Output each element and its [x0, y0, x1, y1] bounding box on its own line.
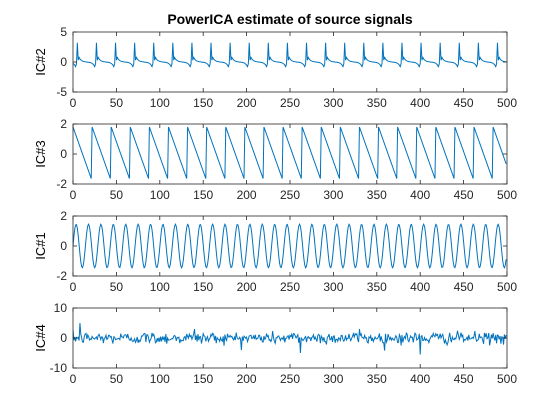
x-tick-label: 100	[150, 280, 170, 294]
x-tick-label: 50	[110, 96, 124, 110]
x-tick-label: 250	[280, 96, 300, 110]
x-tick-label: 400	[410, 96, 430, 110]
x-tick-label: 200	[237, 280, 257, 294]
y-tick-label: 2	[60, 209, 67, 223]
x-tick-label: 250	[280, 372, 300, 386]
x-tick-label: 250	[280, 280, 300, 294]
x-tick-label: 200	[237, 96, 257, 110]
x-tick-label: 100	[150, 96, 170, 110]
y-axis-label: IC#4	[33, 324, 48, 351]
y-tick-label: -2	[56, 177, 67, 191]
y-tick-label: -5	[56, 85, 67, 99]
x-tick-label: 100	[150, 188, 170, 202]
x-tick-label: 200	[237, 188, 257, 202]
y-tick-label: 10	[54, 301, 68, 315]
series-line	[73, 322, 507, 355]
x-tick-label: 500	[497, 372, 517, 386]
y-tick-label: -10	[50, 361, 68, 375]
y-axis-label: IC#2	[33, 48, 48, 75]
x-tick-label: 0	[70, 188, 77, 202]
x-tick-label: 0	[70, 372, 77, 386]
x-tick-label: 350	[367, 280, 387, 294]
x-tick-label: 300	[323, 280, 343, 294]
x-tick-label: 150	[193, 280, 213, 294]
x-tick-label: 400	[410, 280, 430, 294]
x-tick-label: 0	[70, 280, 77, 294]
x-tick-label: 450	[454, 372, 474, 386]
x-tick-label: 50	[110, 372, 124, 386]
x-tick-label: 400	[410, 372, 430, 386]
y-tick-label: -2	[56, 269, 67, 283]
x-tick-label: 150	[193, 188, 213, 202]
x-tick-label: 300	[323, 372, 343, 386]
x-tick-label: 450	[454, 96, 474, 110]
x-tick-label: 500	[497, 188, 517, 202]
x-tick-label: 350	[367, 188, 387, 202]
series-line	[73, 42, 507, 68]
y-axis-label: IC#3	[33, 140, 48, 167]
y-tick-label: 2	[60, 117, 67, 131]
x-tick-label: 450	[454, 280, 474, 294]
x-tick-label: 150	[193, 96, 213, 110]
x-tick-label: 0	[70, 96, 77, 110]
x-tick-label: 500	[497, 96, 517, 110]
x-tick-label: 300	[323, 96, 343, 110]
x-tick-label: 50	[110, 280, 124, 294]
x-tick-label: 300	[323, 188, 343, 202]
series-line	[73, 222, 507, 270]
x-tick-label: 50	[110, 188, 124, 202]
y-axis-label: IC#1	[33, 232, 48, 259]
x-tick-label: 350	[367, 372, 387, 386]
y-tick-label: 0	[60, 239, 67, 253]
figure-title: PowerICA estimate of source signals	[167, 11, 413, 27]
x-tick-label: 350	[367, 96, 387, 110]
y-tick-label: 5	[60, 25, 67, 39]
series-line	[73, 126, 507, 179]
y-tick-label: 0	[60, 55, 67, 69]
x-tick-label: 400	[410, 188, 430, 202]
x-tick-label: 250	[280, 188, 300, 202]
y-tick-label: 0	[60, 331, 67, 345]
x-tick-label: 450	[454, 188, 474, 202]
x-tick-label: 100	[150, 372, 170, 386]
y-tick-label: 0	[60, 147, 67, 161]
x-tick-label: 500	[497, 280, 517, 294]
x-tick-label: 150	[193, 372, 213, 386]
x-tick-label: 200	[237, 372, 257, 386]
